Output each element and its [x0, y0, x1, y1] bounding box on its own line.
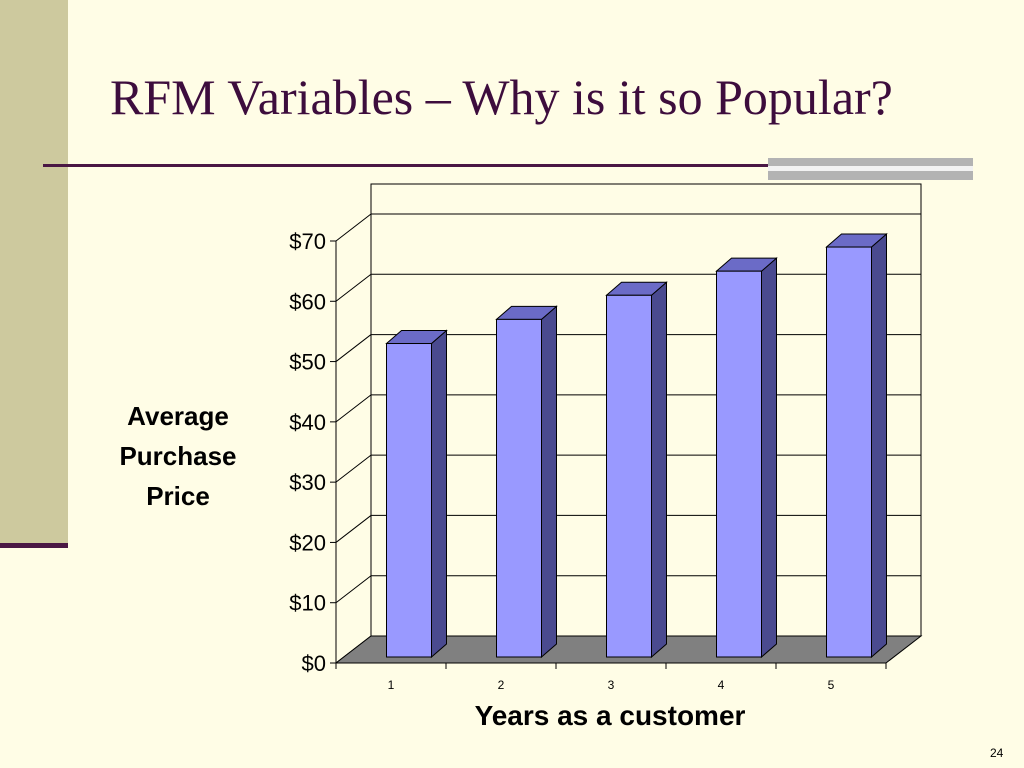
y-tick-label: $10	[289, 591, 326, 616]
y-tick-label: $0	[302, 651, 326, 676]
y-axis-label-line: Price	[146, 481, 210, 511]
y-tick-label: $70	[289, 229, 326, 254]
bar-side	[761, 257, 777, 659]
bar-side	[871, 232, 887, 659]
bar-side	[541, 305, 557, 659]
y-axis-label-line: Purchase	[119, 441, 237, 471]
gridline-depth	[335, 394, 372, 423]
bar	[716, 270, 762, 658]
y-axis-label-line: Average	[127, 401, 229, 431]
bar	[606, 294, 652, 658]
x-tick-label: 5	[828, 678, 835, 692]
bar	[386, 343, 432, 658]
x-tick-label: 4	[718, 678, 725, 692]
title-rule	[43, 164, 973, 167]
gridline-depth	[335, 213, 372, 242]
bar	[826, 246, 872, 658]
slide-title: RFM Variables – Why is it so Popular?	[110, 69, 893, 125]
x-tick-label: 1	[388, 678, 395, 692]
x-tick-label: 2	[498, 678, 505, 692]
y-tick-label: $60	[289, 289, 326, 314]
x-axis-label: Years as a customer	[474, 700, 746, 731]
decorative-bar-stripe	[768, 166, 973, 171]
y-tick-label: $50	[289, 350, 326, 375]
gridline-depth	[335, 454, 372, 483]
side-band	[0, 0, 68, 545]
gridline-depth	[335, 334, 372, 362]
y-tick-label: $40	[289, 410, 326, 435]
side-rule	[0, 543, 68, 548]
bar	[496, 318, 542, 658]
x-tick-label: 3	[608, 678, 615, 692]
slide-number: 24	[990, 746, 1004, 760]
gridline-depth	[335, 575, 372, 604]
y-tick-label: $30	[289, 470, 326, 495]
gridline-depth	[335, 273, 372, 302]
y-tick-label: $20	[289, 530, 326, 555]
bar-side	[651, 281, 667, 659]
gridline-depth	[335, 515, 372, 543]
y-axis-label: Average Purchase Price	[98, 396, 258, 516]
bar-side	[431, 329, 447, 659]
